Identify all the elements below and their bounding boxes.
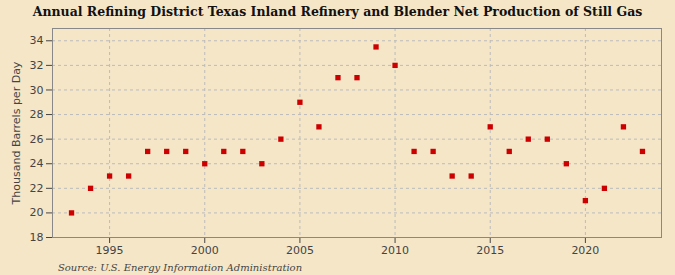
- svg-text:18: 18: [30, 231, 44, 244]
- html-text:Source: U.S. Energy Informatio: Source: U.S. Energy Information Administ…: [58, 262, 303, 273]
- svg-text:2015: 2015: [476, 244, 504, 257]
- svg-text:32: 32: [30, 59, 44, 72]
- svg-text:2000: 2000: [191, 244, 219, 257]
- svg-text:2020: 2020: [571, 244, 599, 257]
- svg-text:20: 20: [30, 206, 44, 219]
- svg-text:2010: 2010: [381, 244, 409, 257]
- svg-text:28: 28: [30, 108, 44, 121]
- svg-text:1995: 1995: [96, 244, 124, 257]
- svg-text:Thousand Barrels per Day: Thousand Barrels per Day: [10, 61, 23, 205]
- svg-text:34: 34: [30, 34, 44, 47]
- html-text:Annual Refining District Texas: Annual Refining District Texas Inland Re…: [32, 4, 643, 19]
- svg-text:2005: 2005: [286, 244, 314, 257]
- svg-text:30: 30: [30, 83, 44, 96]
- svg-text:24: 24: [30, 157, 44, 170]
- svg-text:26: 26: [30, 133, 44, 146]
- svg-text:22: 22: [30, 182, 44, 195]
